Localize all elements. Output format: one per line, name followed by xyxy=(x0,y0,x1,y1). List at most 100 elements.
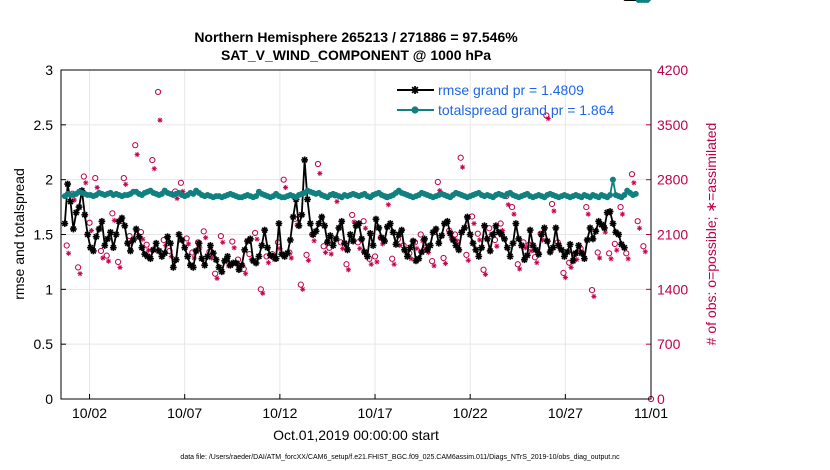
rmse-point xyxy=(489,231,497,238)
x-tick-label: 10/27 xyxy=(548,405,583,421)
rmse-point xyxy=(238,261,246,269)
rmse-point xyxy=(198,255,206,263)
obs-possible-point xyxy=(297,281,304,288)
rmse-point xyxy=(512,220,520,227)
obs-possible-point xyxy=(440,254,447,262)
rmse-point xyxy=(301,156,309,164)
rmse-point xyxy=(127,247,134,255)
rmse-point xyxy=(432,225,440,233)
rmse-point xyxy=(178,236,186,244)
rmse-point xyxy=(543,237,551,245)
obs-possible-point xyxy=(606,250,613,257)
rmse-point xyxy=(372,215,380,223)
rmse-point xyxy=(218,268,226,276)
rmse-point xyxy=(578,249,585,257)
rmse-point xyxy=(620,244,628,252)
rmse-point xyxy=(481,222,488,230)
obs-possible-point xyxy=(154,88,162,96)
rmse-point xyxy=(469,239,477,247)
rmse-point xyxy=(492,222,500,230)
obs-assimilated-point xyxy=(328,251,334,257)
obs-possible-point xyxy=(109,210,116,217)
obs-possible-point xyxy=(560,269,567,276)
rmse-point xyxy=(135,233,143,241)
rmse-point xyxy=(366,230,374,237)
obs-possible-point xyxy=(63,242,70,249)
rmse-point xyxy=(475,253,483,260)
rmse-point xyxy=(184,253,191,260)
rmse-point xyxy=(381,237,388,245)
rmse-point xyxy=(69,225,77,233)
rmse-point xyxy=(138,244,146,252)
rmse-point xyxy=(215,264,223,271)
rmse-point xyxy=(615,231,623,238)
rmse-point xyxy=(92,233,100,241)
rmse-point xyxy=(201,261,209,269)
obs-assimilated-point xyxy=(77,271,83,277)
obs-assimilated-point xyxy=(334,199,340,205)
obs-assimilated-point xyxy=(568,264,574,270)
legend-rmse-star xyxy=(411,86,419,94)
totalspread-markers xyxy=(61,0,651,201)
obs-assimilated-point xyxy=(111,217,117,223)
rmse-point xyxy=(204,253,211,260)
obs-possible-point xyxy=(349,211,356,219)
rmse-point xyxy=(472,246,480,254)
rmse-point xyxy=(398,226,406,234)
obs-assimilated-point xyxy=(288,255,294,261)
rmse-point xyxy=(149,246,157,254)
rmse-point xyxy=(521,256,528,264)
rmse-point xyxy=(315,220,323,227)
rmse-point xyxy=(124,239,132,247)
rmse-point xyxy=(235,266,243,273)
obs-assimilated-point xyxy=(368,261,374,267)
rmse-point xyxy=(600,224,608,232)
obs-assimilated-point xyxy=(465,257,471,263)
obs-assimilated-point xyxy=(614,247,620,253)
obs-assimilated-point xyxy=(431,263,437,269)
rmse-point xyxy=(109,244,117,252)
y-axis: 0 0.5 1 1.5 2 2.5 3 xyxy=(34,62,66,407)
rmse-point xyxy=(167,239,174,247)
plot-frame xyxy=(60,69,652,400)
obs-possible-point xyxy=(417,231,424,238)
obs-possible-point xyxy=(75,264,82,271)
obs-assimilated-point xyxy=(203,235,209,241)
rmse-point xyxy=(415,255,423,263)
y2-axis: 0 700 1400 2100 2800 3500 4200 xyxy=(646,62,688,407)
y-tick-label: 2.5 xyxy=(34,117,54,133)
rmse-point xyxy=(529,242,537,249)
rmse-point xyxy=(195,239,203,247)
obs-assimilated-point xyxy=(231,245,237,251)
rmse-point xyxy=(549,244,557,252)
rmse-point xyxy=(466,231,474,238)
totalspread-point xyxy=(609,176,616,183)
obs-possible-point xyxy=(252,229,259,237)
obs-possible-point xyxy=(343,261,350,268)
obs-possible-point xyxy=(480,266,487,273)
rmse-point xyxy=(209,249,217,257)
obs-assimilated-point xyxy=(511,211,517,217)
rmse-point xyxy=(541,224,548,232)
obs-assimilated-point xyxy=(619,211,626,217)
x-tick-label: 10/12 xyxy=(262,405,297,421)
obs-assimilated-point xyxy=(408,256,414,262)
obs-assimilated-point xyxy=(105,258,112,264)
rmse-point xyxy=(312,227,320,235)
obs-possible-point xyxy=(229,238,236,245)
totalspread-point xyxy=(644,0,651,3)
obs-assimilated-point xyxy=(471,220,477,227)
obs-assimilated-point xyxy=(602,229,608,235)
obs-assimilated-point xyxy=(260,290,266,296)
rmse-point xyxy=(72,209,80,216)
rmse-point xyxy=(518,242,525,249)
rmse-point xyxy=(326,232,334,239)
rmse-point xyxy=(526,226,534,234)
obs-possible-point xyxy=(280,176,287,183)
rmse-point xyxy=(561,253,568,260)
rmse-point xyxy=(535,250,543,258)
rmse-point xyxy=(606,208,614,215)
obs-possible-point xyxy=(543,112,550,119)
